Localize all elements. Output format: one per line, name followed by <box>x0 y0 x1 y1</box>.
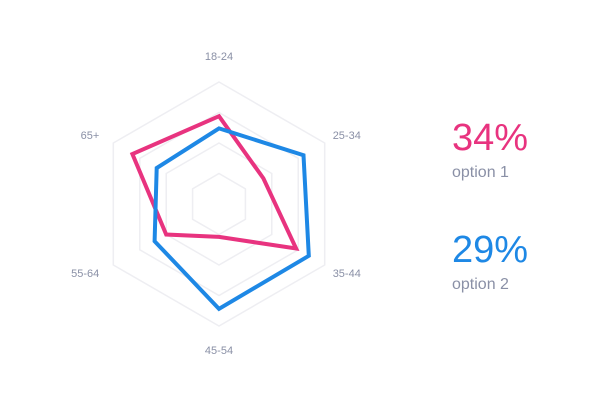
grid-ring-2 <box>165 142 273 266</box>
legend-option-2: 29% option 2 <box>452 230 528 295</box>
axis-label-55-64: 55-64 <box>71 268 99 280</box>
option-1-label: option 1 <box>452 164 509 181</box>
series-line-1 <box>129 113 300 252</box>
radar-series <box>129 113 311 312</box>
option-2-percentage: 29% <box>452 229 529 271</box>
axis-labels: 18-24 25-34 35-44 45-54 55-64 65+ <box>71 51 361 357</box>
radar-chart: 18-24 25-34 35-44 45-54 55-64 65+ <box>71 51 361 357</box>
axis-label-45-54: 45-54 <box>205 345 233 357</box>
grid-ring-3 <box>139 111 299 297</box>
axis-label-25-34: 25-34 <box>333 130 361 142</box>
legend-option-1: 34% option 1 <box>452 118 528 183</box>
radar-grid <box>112 81 326 327</box>
grid-ring-4 <box>112 81 326 327</box>
axis-label-18-24: 18-24 <box>205 51 233 63</box>
option-1-percentage: 34% <box>452 117 529 159</box>
grid-ring-1 <box>191 172 247 236</box>
option-2-label: option 2 <box>452 276 509 293</box>
axis-label-35-44: 35-44 <box>333 268 361 280</box>
series-line-2 <box>152 126 311 312</box>
axis-label-65+: 65+ <box>81 130 100 142</box>
